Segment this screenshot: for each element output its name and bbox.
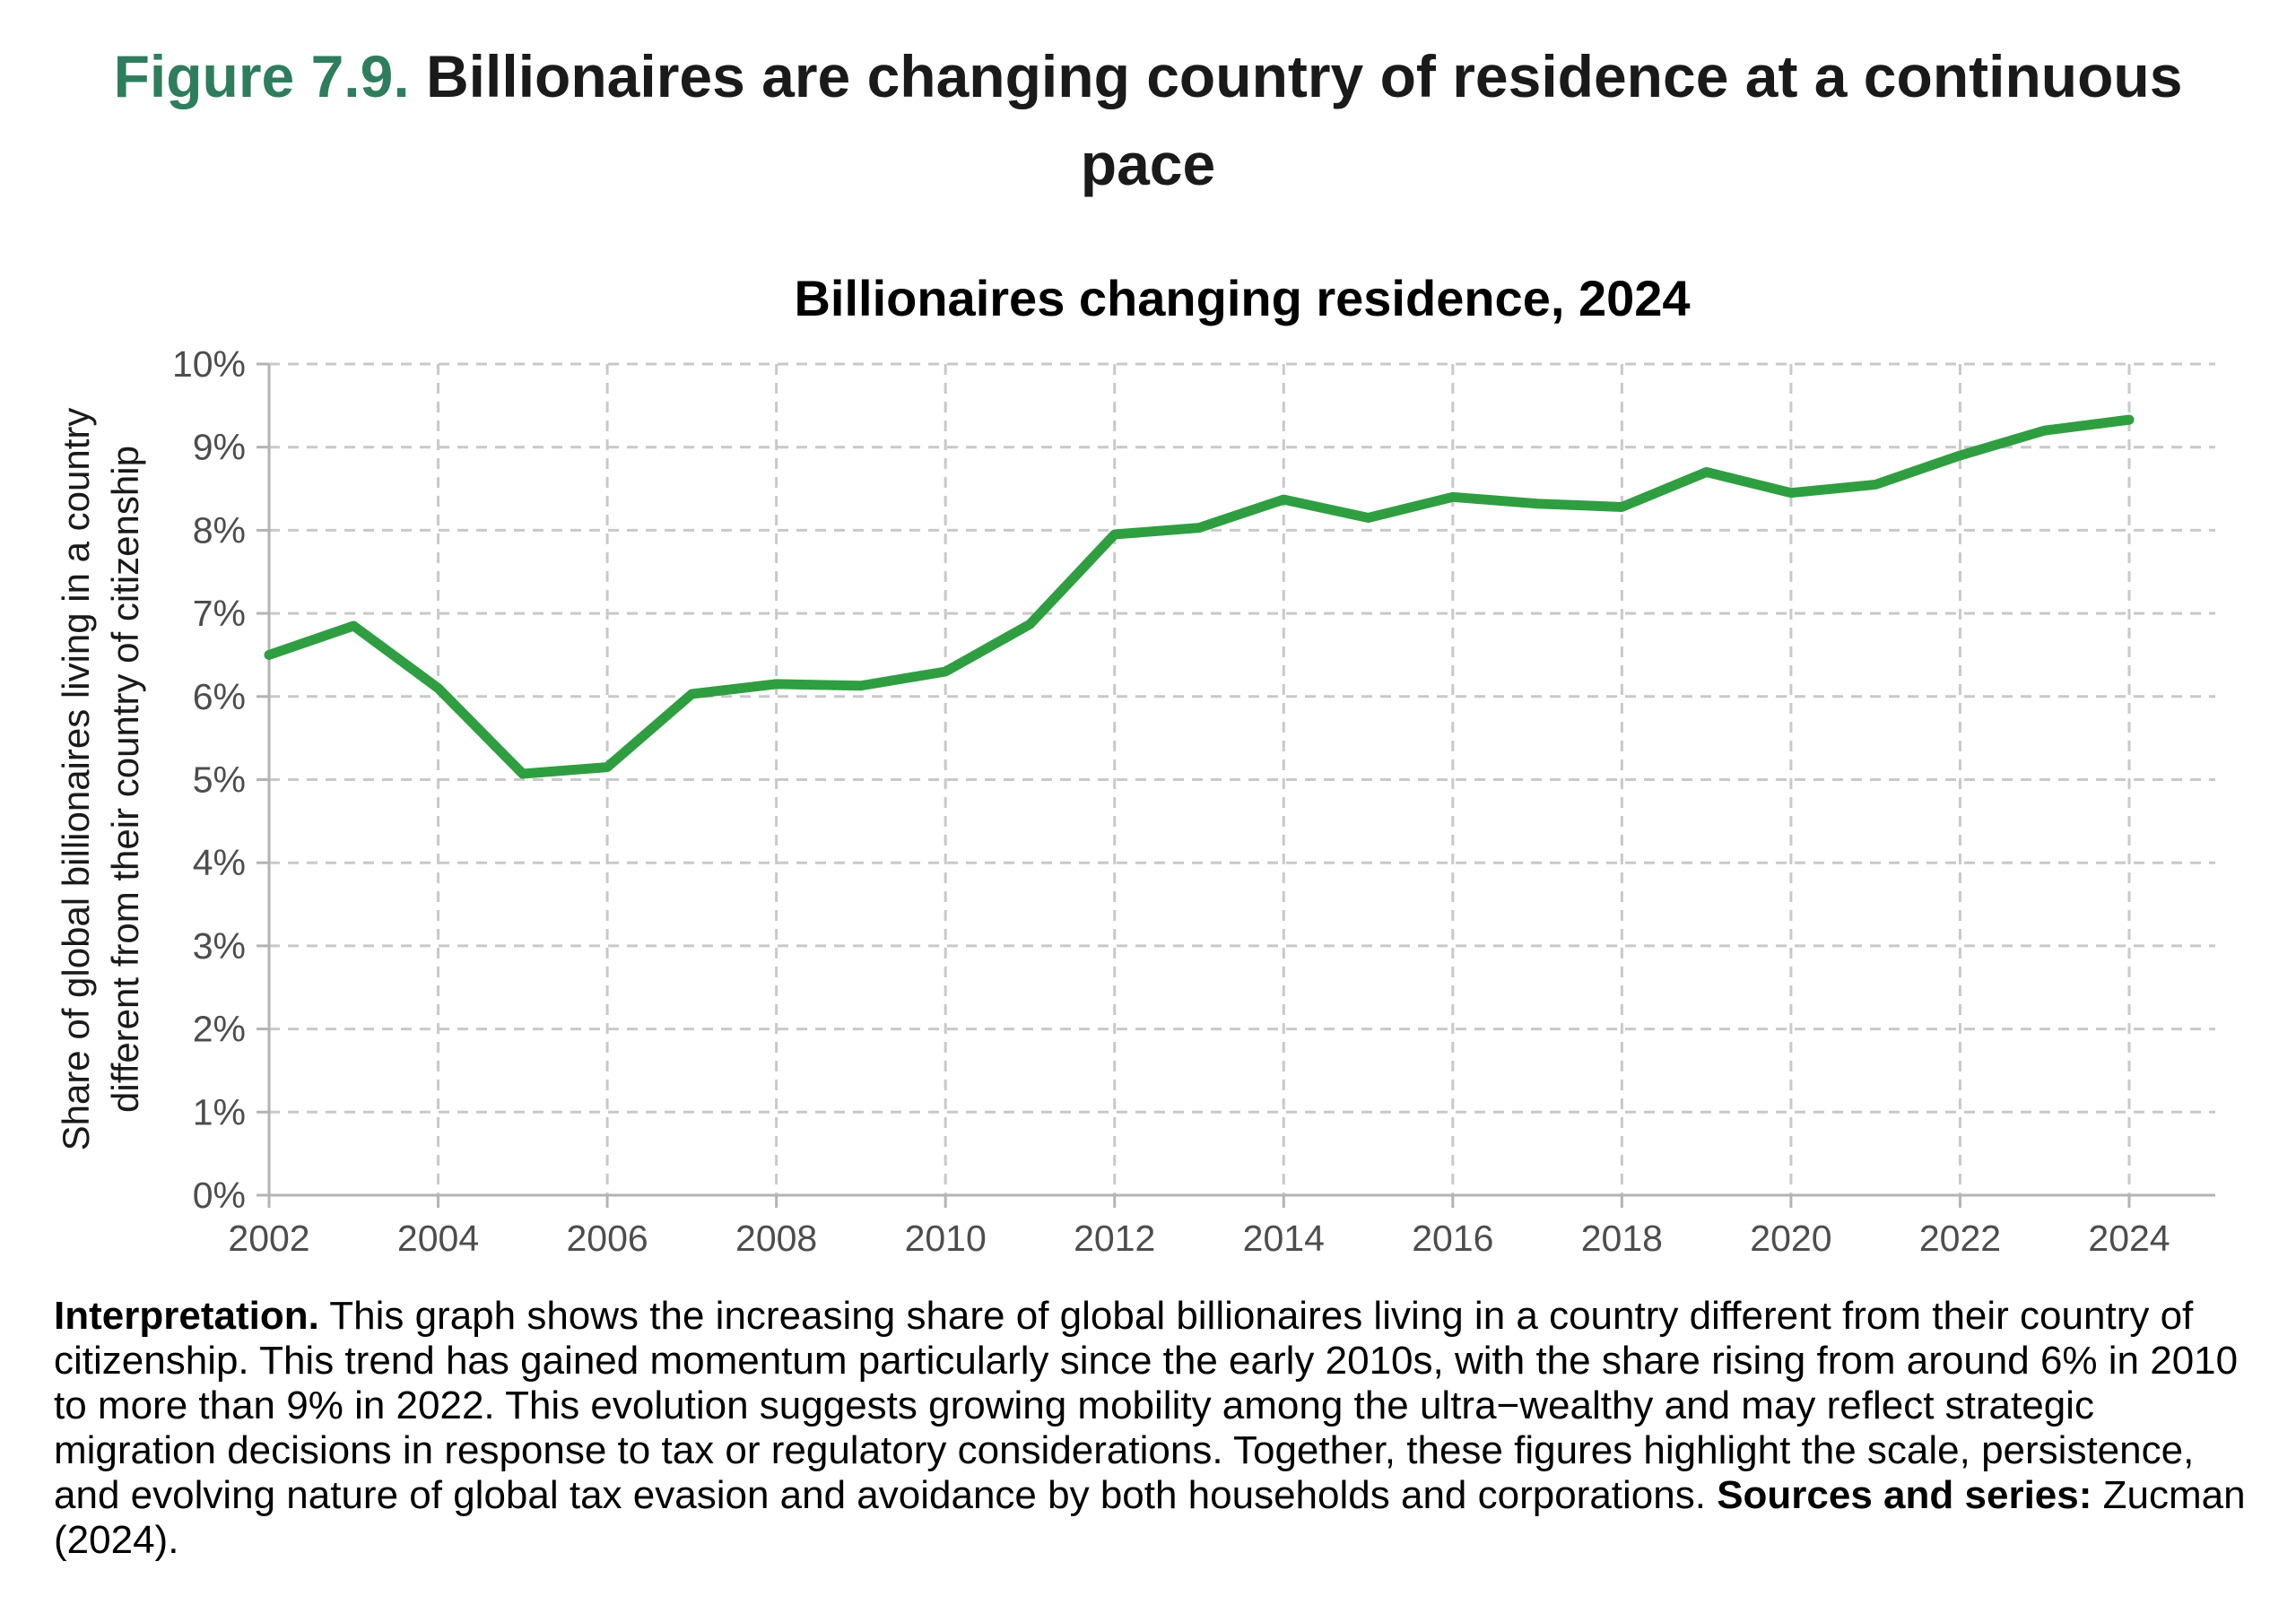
x-tick-label: 2008 (735, 1218, 817, 1259)
x-tick-label: 2020 (1750, 1218, 1831, 1259)
x-tick-label: 2006 (566, 1218, 648, 1259)
figure-title-line1: Billionaires are changing country of res… (426, 43, 2183, 109)
interpretation-label: Interpretation. (54, 1294, 319, 1338)
figure-title-line2: pace (1080, 131, 1216, 197)
y-tick-label: 6% (193, 676, 246, 717)
y-tick-label: 5% (193, 759, 246, 801)
figure-title: Figure 7.9. Billionaires are changing co… (0, 32, 2296, 208)
y-tick-label: 1% (193, 1091, 246, 1132)
x-tick-label: 2016 (1412, 1218, 1493, 1259)
y-tick-label: 10% (172, 343, 246, 385)
x-tick-label: 2014 (1243, 1218, 1325, 1259)
x-tick-label: 2024 (2088, 1218, 2170, 1259)
interpretation-note: Interpretation. This graph shows the inc… (54, 1294, 2253, 1563)
y-tick-label: 8% (193, 509, 246, 551)
x-tick-label: 2010 (905, 1218, 987, 1259)
y-tick-label: 3% (193, 925, 246, 967)
y-tick-label: 9% (193, 427, 246, 468)
x-tick-label: 2004 (397, 1218, 479, 1259)
billionaires-share-line (264, 414, 2135, 779)
x-tick-label: 2018 (1581, 1218, 1663, 1259)
x-tick-label: 2002 (228, 1218, 309, 1259)
y-tick-label: 4% (193, 842, 246, 883)
y-tick-label: 7% (193, 593, 246, 634)
x-tick-label: 2022 (1919, 1218, 2001, 1259)
x-tick-label: 2012 (1074, 1218, 1155, 1259)
y-tick-label: 0% (193, 1175, 246, 1216)
chart-title: Billionaires changing residence, 2024 (794, 270, 1691, 326)
figure-number: Figure 7.9. (113, 43, 410, 109)
sources-text: Zucman (2024). (54, 1473, 2246, 1562)
y-tick-label: 2% (193, 1009, 246, 1050)
interpretation-text: This graph shows the increasing share of… (54, 1294, 2239, 1517)
sources-label: Sources and series: (1717, 1473, 2092, 1517)
